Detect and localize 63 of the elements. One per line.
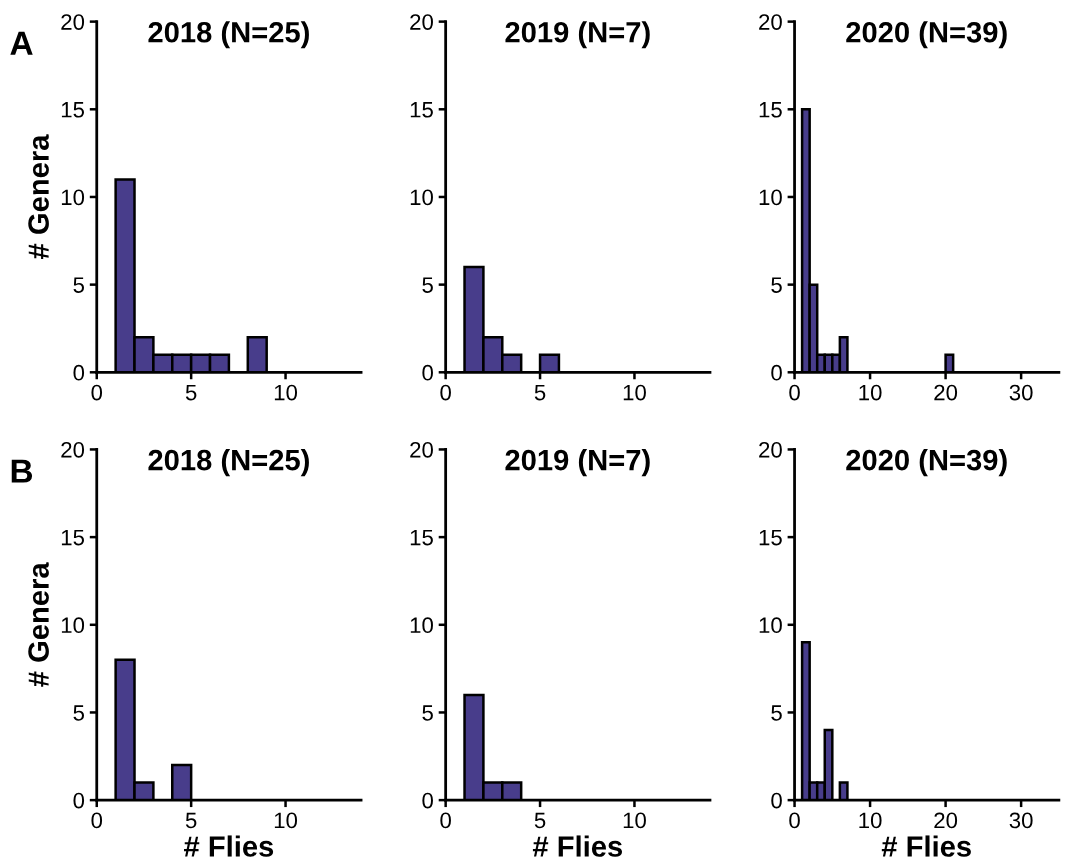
y-tick-label: 15 — [61, 529, 85, 546]
x-tick-label: 10 — [623, 812, 646, 829]
text: A — [10, 31, 33, 55]
x-tick-label: 0 — [789, 384, 800, 401]
chart-title: 2018 (N=25) — [148, 448, 309, 477]
y-tick-label: 5 — [73, 705, 85, 721]
y-tick-label: 0 — [771, 364, 782, 381]
y-tick-label: 15 — [759, 529, 782, 546]
y-tick-label: 15 — [410, 529, 433, 546]
x-tick-label: 20 — [934, 384, 958, 401]
x-tick-label: 10 — [274, 812, 298, 829]
y-tick-label: 20 — [410, 14, 433, 30]
text: B — [11, 459, 33, 483]
x-tick-label: 5 — [534, 812, 546, 829]
chart-title: 2019 (N=7) — [505, 21, 650, 49]
x-tick-label: 10 — [274, 384, 298, 401]
y-tick-label: 5 — [422, 277, 433, 293]
y-tick-label: 0 — [422, 364, 433, 381]
y-tick-label: 0 — [422, 792, 433, 809]
x-tick-label: 5 — [185, 384, 197, 401]
chart-title: 2018 (N=25) — [148, 21, 309, 49]
y-tick-label: 20 — [61, 441, 85, 458]
y-tick-label: 5 — [771, 277, 782, 293]
x-tick-label: 10 — [859, 812, 882, 829]
x-tick-label: 10 — [859, 384, 882, 401]
y-tick-label: 15 — [759, 102, 782, 118]
chart-title: 2020 (N=39) — [846, 21, 1007, 49]
x-tick-label: 5 — [534, 384, 546, 401]
y-tick-label: 10 — [61, 617, 85, 634]
x-tick-label: 0 — [91, 812, 103, 829]
y-tick-label: 10 — [410, 189, 433, 206]
y-tick-label: 0 — [771, 792, 782, 809]
y-tick-label: 10 — [61, 189, 85, 206]
y-tick-label: 5 — [73, 277, 85, 293]
y-axis-title: # Genera — [28, 562, 49, 687]
y-tick-label: 10 — [410, 617, 433, 634]
y-tick-label: 15 — [410, 102, 433, 118]
x-tick-label: 30 — [1009, 384, 1033, 401]
x-tick-label: 20 — [934, 812, 958, 829]
y-tick-label: 10 — [759, 617, 782, 634]
x-tick-label: 0 — [440, 384, 451, 401]
x-tick-label: 0 — [91, 384, 103, 401]
y-tick-label: 5 — [771, 705, 782, 721]
x-tick-label: 10 — [623, 384, 646, 401]
x-tick-label: 0 — [440, 812, 451, 829]
y-tick-label: 0 — [73, 364, 85, 381]
y-tick-label: 0 — [73, 792, 85, 809]
y-tick-label: 20 — [759, 14, 782, 30]
x-tick-label: 30 — [1009, 812, 1033, 829]
chart-title: 2019 (N=7) — [505, 448, 650, 477]
y-tick-label: 20 — [759, 441, 782, 458]
y-tick-label: 15 — [61, 102, 85, 118]
y-tick-label: 20 — [410, 441, 433, 458]
x-axis-title: # Flies — [184, 835, 274, 857]
x-tick-label: 0 — [789, 812, 800, 829]
y-tick-label: 10 — [759, 189, 782, 206]
x-tick-label: 5 — [185, 812, 197, 829]
x-axis-title: # Flies — [532, 835, 623, 857]
x-axis-title: # Flies — [881, 835, 971, 857]
chart-title: 2020 (N=39) — [846, 448, 1007, 477]
y-tick-label: 20 — [61, 14, 85, 30]
y-axis-title: # Genera — [28, 134, 49, 259]
y-tick-label: 5 — [422, 705, 433, 721]
